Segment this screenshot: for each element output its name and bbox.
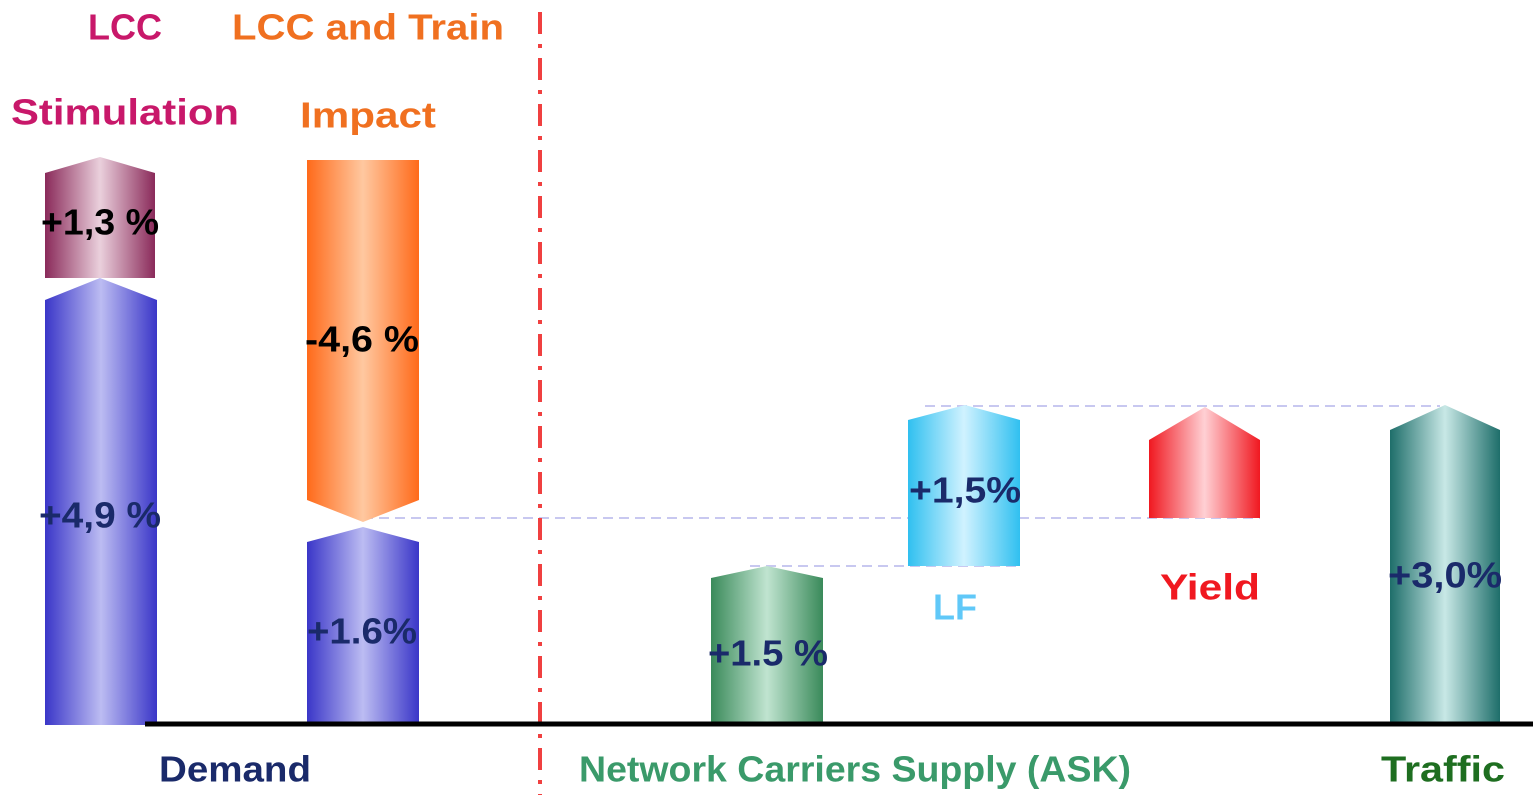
supply-arrow [711,566,823,725]
category-label: Network Carriers Supply (ASK) [579,749,1131,790]
impact-arrow [307,160,419,522]
value-label: +4,9 % [39,495,161,536]
yield-arrow [1149,407,1260,518]
label: LCC [88,7,162,48]
label: Stimulation [11,92,239,133]
value-label: +1,5% [909,470,1021,511]
label: Impact [300,95,436,136]
label: Yield [1160,567,1260,608]
stimulation-arrow [45,157,155,278]
category-label: Demand [159,749,311,790]
label: LCC and Train [232,7,504,48]
value-label: +1,3 % [41,202,159,243]
label: LF [933,587,977,628]
traffic-arrow [1390,405,1500,725]
guide-lines [363,405,1440,567]
value-label: +3,0% [1388,555,1502,596]
lf-arrow [908,405,1020,566]
category-label: Traffic [1381,749,1505,790]
value-label: -4,6 % [305,319,419,360]
value-label: +1.5 % [708,633,828,674]
value-label: +1.6% [307,611,417,652]
net-demand-arrow [307,527,419,725]
demand-arrow [45,278,157,725]
